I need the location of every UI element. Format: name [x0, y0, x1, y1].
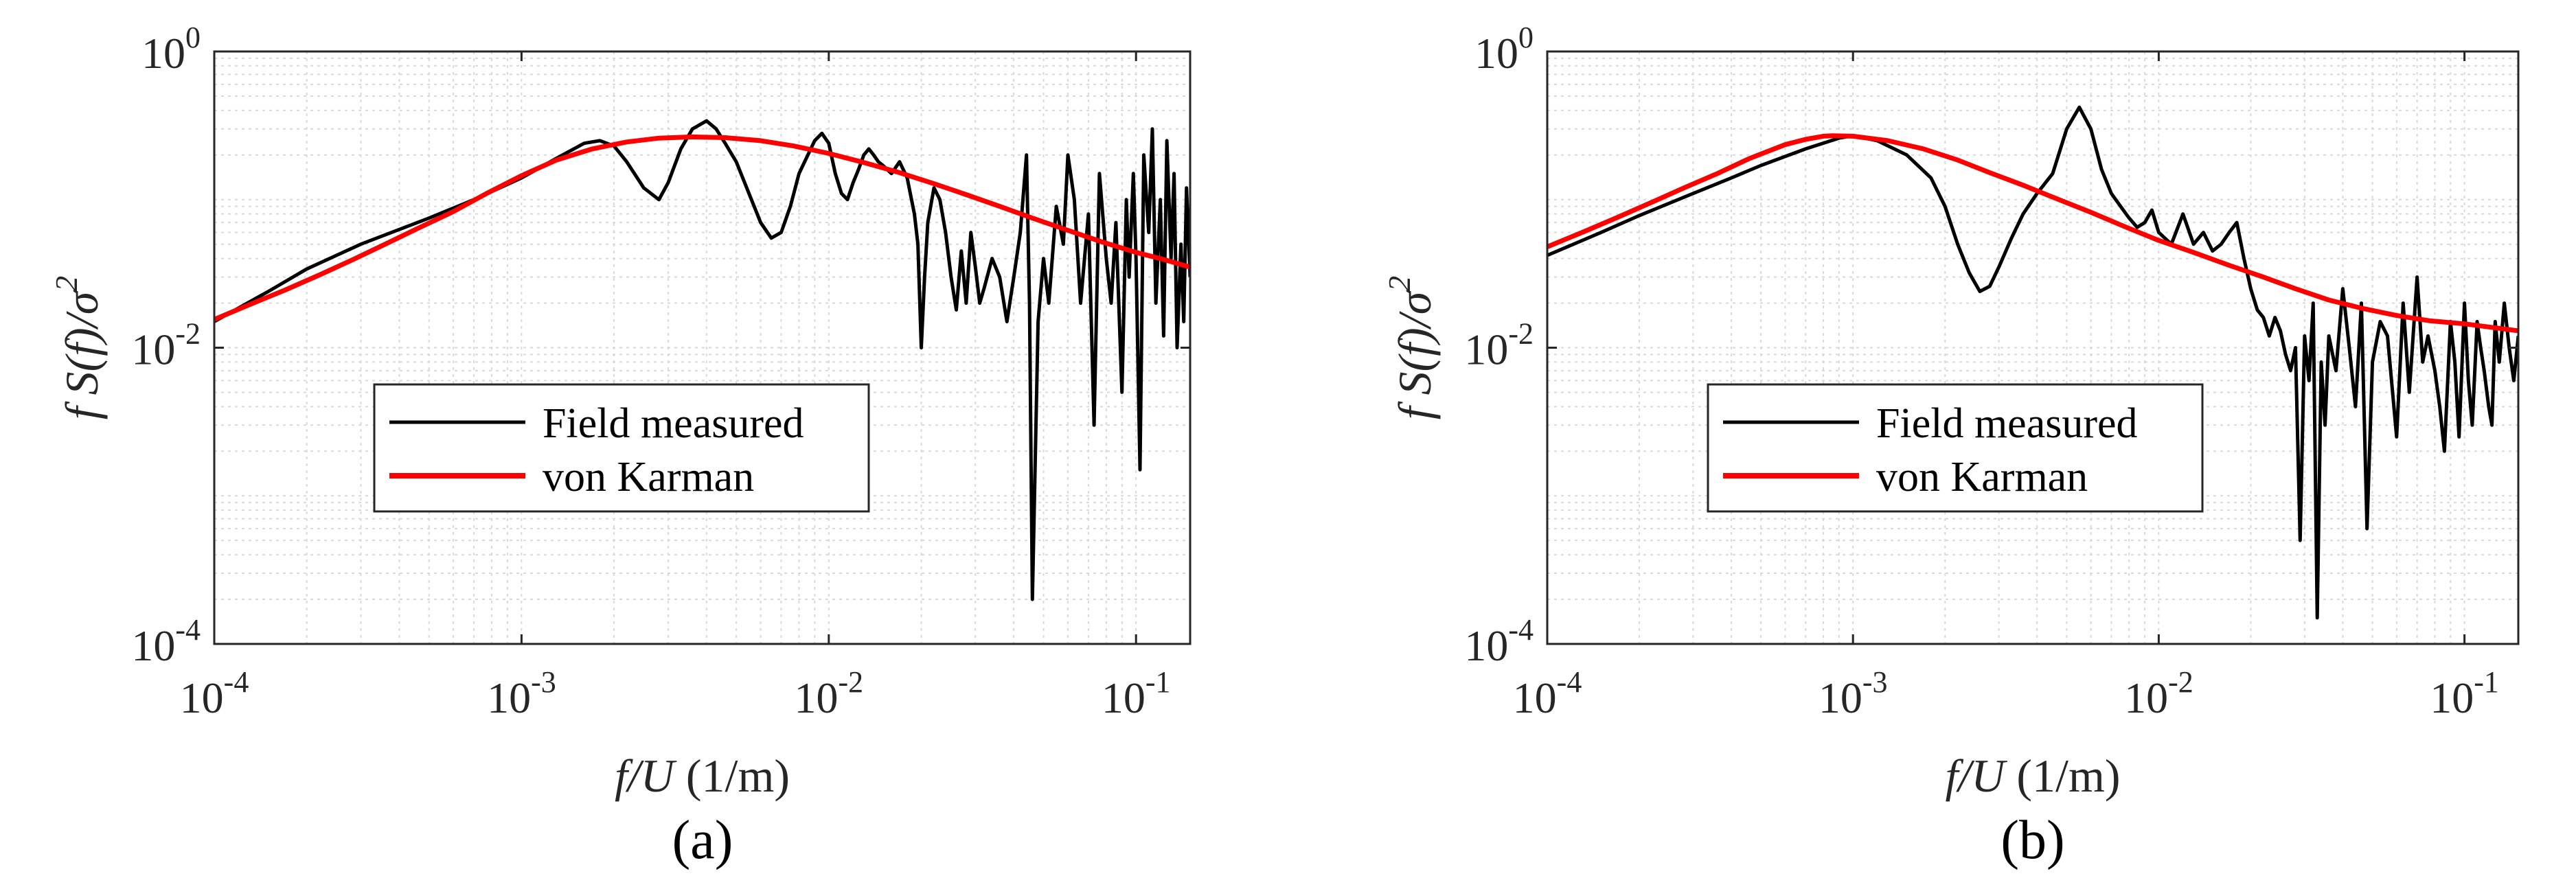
legend: Field measured von Karman	[373, 383, 870, 513]
y-tick-label: 10-2	[131, 317, 201, 374]
x-axis-label: f/U (1/m)	[615, 750, 790, 802]
x-axis-label: f/U (1/m)	[1946, 750, 2121, 802]
series-von-karman-line	[214, 134, 1190, 322]
legend: Field measured von Karman	[1707, 383, 2204, 513]
y-tick-label: 100	[141, 21, 201, 78]
y-tick-label: 10-2	[1464, 317, 1534, 374]
legend-label-von-karman: von Karman	[543, 454, 754, 500]
series-von-karman-line	[1547, 133, 2518, 334]
legend-box	[373, 383, 870, 513]
y-axis-label: f S(f)/σ2	[49, 276, 108, 420]
x-tick-label: 10-1	[1102, 665, 1171, 722]
legend-label-field-measured: Field measured	[543, 400, 804, 447]
panel-label: (a)	[672, 810, 733, 870]
series-group	[1547, 105, 2518, 620]
panel-b: 10-4 10-3 10-2 10-1 10-4 10-2 100 f/U (1/m) f S(…	[1382, 21, 2520, 870]
y-tick-label: 100	[1474, 21, 1534, 78]
legend-label-field-measured: Field measured	[1876, 400, 2138, 447]
y-tick-label: 10-4	[1464, 613, 1534, 670]
y-axis-label: f S(f)/σ2	[1382, 276, 1441, 420]
panel-a: 10-4 10-3 10-2 10-1 10-4 10-2 100 f/U (1/m) f S(…	[49, 21, 1192, 870]
x-tick-label: 10-2	[794, 665, 863, 722]
legend-label-von-karman: von Karman	[1876, 454, 2088, 500]
x-tick-label: 10-3	[1819, 665, 1888, 722]
series-group	[214, 119, 1190, 601]
x-tick-label: 10-4	[1513, 665, 1582, 722]
x-tick-label: 10-1	[2430, 665, 2499, 722]
x-tick-label: 10-3	[487, 665, 556, 722]
panel-label: (b)	[2001, 810, 2064, 870]
legend-box	[1707, 383, 2204, 513]
grid	[214, 51, 1190, 645]
grid	[1547, 51, 2518, 645]
x-tick-label: 10-4	[180, 665, 249, 722]
x-tick-label: 10-2	[2124, 665, 2193, 722]
y-tick-label: 10-4	[131, 613, 201, 670]
series-field-measured-line	[214, 119, 1190, 601]
series-field-measured-line	[1547, 105, 2518, 620]
